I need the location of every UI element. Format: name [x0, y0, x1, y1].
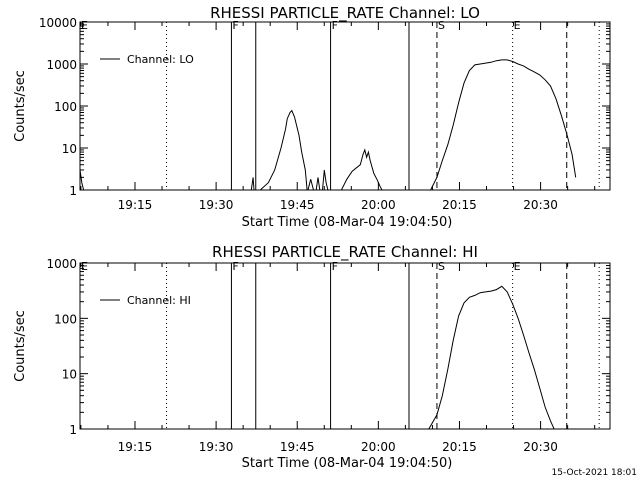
rate-series-segment	[430, 59, 577, 190]
rate-series-segment	[307, 179, 314, 190]
y-tick-label: 1	[69, 423, 77, 437]
chart-title: RHESSI PARTICLE_RATE Channel: LO	[210, 4, 480, 23]
y-tick-label: 10	[62, 368, 77, 382]
y-tick-label: 10000	[39, 16, 77, 30]
hi-channel-panel: RHESSI PARTICLE_RATE Channel: HI Start Ti…	[13, 243, 611, 471]
event-marker-label: S	[438, 19, 445, 32]
y-tick-label: 1000	[46, 58, 77, 72]
y-tick-label: 10	[62, 142, 77, 156]
y-axis-label: Counts/sec	[13, 310, 28, 382]
rate-series-segment	[259, 109, 308, 190]
y-tick-label: 1	[69, 184, 77, 198]
event-marker-label: S	[438, 260, 445, 273]
chart-title: RHESSI PARTICLE_RATE Channel: HI	[212, 243, 478, 262]
event-marker-label: E	[514, 19, 521, 32]
rate-series-segment	[322, 169, 329, 190]
generation-timestamp: 15-Oct-2021 18:01	[552, 468, 637, 478]
x-tick-label: 20:00	[361, 198, 396, 212]
event-marker-label: F	[232, 260, 238, 273]
legend-label: Channel: HI	[127, 294, 191, 307]
x-tick-label: 19:45	[280, 198, 315, 212]
x-tick-label: 19:30	[199, 440, 234, 454]
rate-series-segment	[340, 148, 383, 190]
event-marker-label: E	[81, 19, 88, 32]
rate-series-segment	[315, 177, 321, 190]
x-tick-label: 20:30	[523, 198, 558, 212]
y-axis-label: Counts/sec	[13, 70, 28, 142]
event-marker-label: E	[81, 260, 88, 273]
x-axis-label: Start Time (08-Mar-04 19:04:50)	[242, 456, 453, 471]
x-tick-label: 19:45	[280, 440, 315, 454]
legend-label: Channel: LO	[127, 53, 194, 66]
x-tick-label: 20:15	[442, 440, 477, 454]
plot-frame	[79, 262, 611, 430]
x-tick-label: 20:00	[361, 440, 396, 454]
x-tick-label: 19:15	[118, 440, 153, 454]
x-tick-label: 20:15	[442, 198, 477, 212]
x-axis-label: Start Time (08-Mar-04 19:04:50)	[242, 215, 453, 230]
event-marker-label: E	[514, 260, 521, 273]
lo-channel-panel: RHESSI PARTICLE_RATE Channel: LO Start Ti…	[13, 4, 611, 230]
event-marker-label: F	[232, 19, 238, 32]
y-tick-label: 100	[54, 100, 77, 114]
plot-frame	[79, 21, 611, 191]
y-tick-label: 1000	[46, 257, 77, 271]
x-tick-label: 20:30	[523, 440, 558, 454]
rate-series-segment	[80, 169, 85, 190]
x-tick-label: 19:30	[199, 198, 234, 212]
rate-series-segment	[250, 177, 255, 190]
y-tick-label: 100	[54, 312, 77, 326]
rate-series-segment	[428, 285, 555, 429]
event-marker-label: F	[332, 19, 338, 32]
x-tick-label: 19:15	[118, 198, 153, 212]
event-marker-label: F	[332, 260, 338, 273]
